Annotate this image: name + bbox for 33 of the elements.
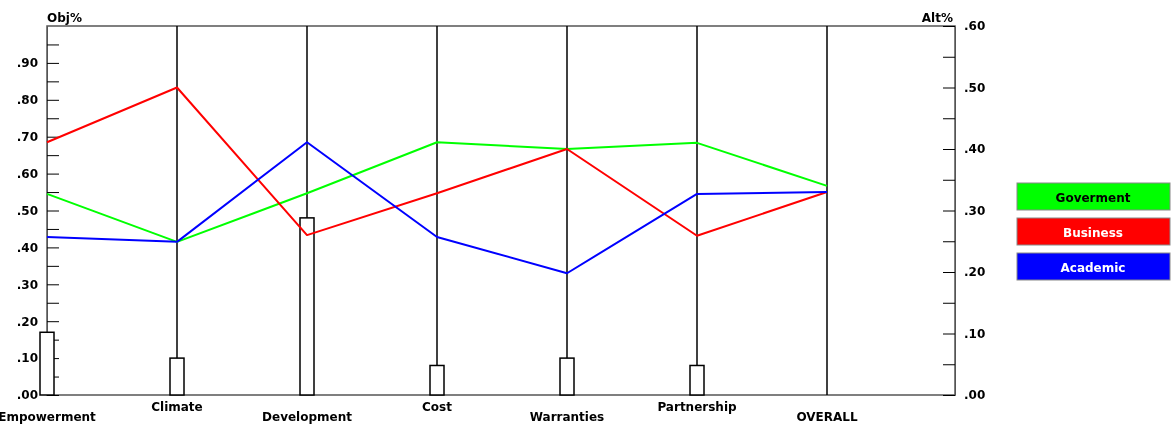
- x-tick-label: Partnership: [657, 400, 738, 414]
- x-tick-label: Warranties: [529, 410, 605, 424]
- text: Goverment: [1055, 191, 1131, 205]
- text: Business: [1063, 226, 1123, 240]
- x-tick-label: Empowerment: [0, 410, 97, 424]
- y-tick-label: .20: [16, 314, 38, 329]
- y-tick-label: .40: [16, 240, 38, 255]
- bar: [39, 331, 55, 396]
- y-axis-title: Obj%: [47, 11, 82, 25]
- y2-tick-label: .50: [964, 80, 986, 95]
- y2-tick-label: .20: [964, 265, 986, 280]
- y2-tick-label: .60: [964, 19, 986, 34]
- text: Academic: [1060, 261, 1126, 275]
- y2-axis-title: Alt%: [921, 11, 953, 25]
- y-tick-label: .30: [16, 277, 38, 292]
- x-tick-label: Development: [262, 410, 353, 424]
- y2-tick-label: .40: [964, 142, 986, 157]
- y-tick-label: .70: [16, 130, 38, 145]
- y-tick-label: .90: [16, 56, 38, 71]
- y2-tick-label: .00: [964, 388, 986, 403]
- line-series: [46, 141, 828, 243]
- y-tick-label: .10: [16, 351, 38, 366]
- line-series: [46, 86, 828, 237]
- y2-tick-label: .30: [964, 203, 986, 218]
- line-series: [46, 141, 828, 275]
- y-tick-label: .00: [16, 388, 38, 403]
- x-tick-label: Climate: [151, 400, 203, 414]
- y-tick-label: .60: [16, 166, 38, 181]
- x-tick-label: OVERALL: [796, 410, 858, 424]
- y-tick-label: .80: [16, 93, 38, 108]
- x-tick-label: Cost: [422, 400, 453, 414]
- y-tick-label: .50: [16, 203, 38, 218]
- y2-tick-label: .10: [964, 326, 986, 341]
